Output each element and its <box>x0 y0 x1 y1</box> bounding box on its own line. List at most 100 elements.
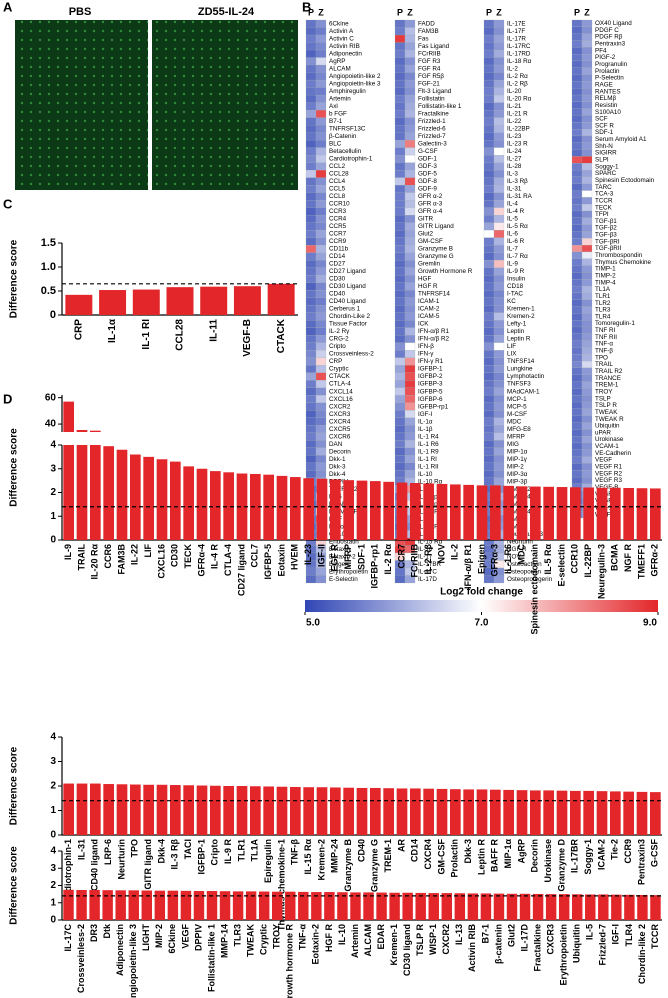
row-label: IL-6 <box>507 231 518 238</box>
row-label: GFR α-2 <box>418 193 443 200</box>
x-tick-label: MMP-24 <box>330 839 340 873</box>
image-title: PBS <box>69 6 92 18</box>
row-label: CD27 Ligand <box>329 268 366 275</box>
bar <box>598 894 609 920</box>
heat-cell <box>305 117 317 126</box>
x-tick-label: Cripto <box>210 839 220 866</box>
x-tick-label: TSLP R <box>415 924 425 956</box>
bar <box>90 783 101 835</box>
heat-cell <box>483 215 495 223</box>
row-label: Angiopoietin-like 2 <box>329 73 381 80</box>
x-tick-label: GFRα-3 <box>490 544 500 577</box>
heat-cell <box>493 177 505 186</box>
x-tick-label: TREM-1 <box>383 839 393 873</box>
x-tick-label: MIP-1α <box>503 839 513 869</box>
x-tick-label: G-CSF <box>650 839 660 868</box>
heat-cell <box>404 19 416 28</box>
row-label: TLR2 <box>595 300 611 307</box>
bar <box>503 485 514 540</box>
heat-cell <box>394 162 406 171</box>
heat-cell <box>493 320 505 328</box>
x-tick-label: CCL28 <box>175 319 186 351</box>
heat-cell <box>581 429 593 437</box>
heat-cell <box>404 177 416 186</box>
row-label: CCL28 <box>329 171 349 178</box>
heat-cell <box>404 260 416 268</box>
heat-cell <box>394 312 406 321</box>
x-tick-label: Chordin-like 2 <box>637 924 647 984</box>
heat-cell <box>305 432 317 441</box>
bar <box>556 487 568 540</box>
heat-cell <box>483 410 495 418</box>
heat-cell <box>394 387 406 396</box>
bar <box>556 790 568 835</box>
row-label: AgRP <box>329 58 345 65</box>
heat-cell <box>493 215 505 223</box>
bar <box>436 788 448 835</box>
bar <box>436 483 448 540</box>
row-label: GFR α-4 <box>418 208 443 215</box>
heat-cell <box>315 432 327 441</box>
row-label: MIG <box>507 441 519 448</box>
heat-cell <box>315 282 327 291</box>
row-label: TGF-βRI <box>595 238 620 245</box>
heat-cell <box>315 275 327 283</box>
y-tick-label: 1 <box>50 511 56 522</box>
row-label: Fractalkine <box>418 111 449 118</box>
bar <box>210 785 221 835</box>
row-label: IFN-γ R1 <box>418 358 444 365</box>
row-label: IL-1 RI <box>418 456 437 463</box>
heat-cell <box>394 230 406 238</box>
row-label: Spinesin Ectodomain <box>595 177 655 184</box>
row-label: VEGF-B <box>595 484 618 491</box>
heat-cell <box>315 350 327 358</box>
row-label: IL-3 Rβ <box>507 178 528 185</box>
heat-cell <box>483 267 495 276</box>
bar <box>343 787 354 835</box>
heat-cell <box>394 380 406 388</box>
row-label: TIMP-2 <box>595 272 616 279</box>
heat-cell <box>394 350 406 358</box>
heat-cell <box>394 124 406 133</box>
heat-cell <box>404 320 416 328</box>
row-label: Prolactin <box>595 68 620 75</box>
x-tick-label: Leptin R <box>476 839 486 875</box>
row-label: IL-1 R9 <box>418 448 439 455</box>
row-label: IFN-β <box>418 343 434 350</box>
bar <box>76 445 88 540</box>
heat-cell <box>394 245 406 253</box>
heat-cell <box>404 230 416 238</box>
heat-cell <box>315 170 327 178</box>
column-header: Z <box>584 7 590 17</box>
heat-cell <box>394 425 406 433</box>
heat-cell <box>315 357 327 366</box>
row-label: GDF-3 <box>418 163 437 170</box>
x-tick-label: TRAIL <box>76 544 86 571</box>
x-tick-label: CCR6 <box>103 544 113 569</box>
heat-cell <box>305 380 317 388</box>
x-tick-label: Urokinase <box>543 839 553 883</box>
heat-cell <box>305 462 317 471</box>
column-header: P <box>308 7 314 17</box>
row-label: TNF RI <box>595 327 616 334</box>
bar <box>396 482 408 540</box>
x-tick-label: Granzyme B <box>343 839 353 892</box>
heat-cell <box>581 149 593 157</box>
heat-cell <box>581 265 593 273</box>
row-label: IL-23 <box>507 133 522 140</box>
heat-cell <box>571 245 583 253</box>
heat-cell <box>581 258 593 266</box>
heat-cell <box>404 162 416 171</box>
row-label: Eotaxin <box>329 546 351 553</box>
heat-cell <box>315 410 327 418</box>
x-tick-label: Dkk-3 <box>463 839 473 864</box>
x-tick-label: BAFF R <box>490 839 500 872</box>
heat-cell <box>404 200 416 208</box>
row-label: IL-31 RA <box>507 193 533 200</box>
row-label: MCP-5 <box>507 403 527 410</box>
heat-cell <box>581 463 593 471</box>
heat-cell <box>404 312 416 321</box>
bar <box>143 456 154 540</box>
heat-cell <box>571 33 583 41</box>
colorbar <box>305 600 658 612</box>
